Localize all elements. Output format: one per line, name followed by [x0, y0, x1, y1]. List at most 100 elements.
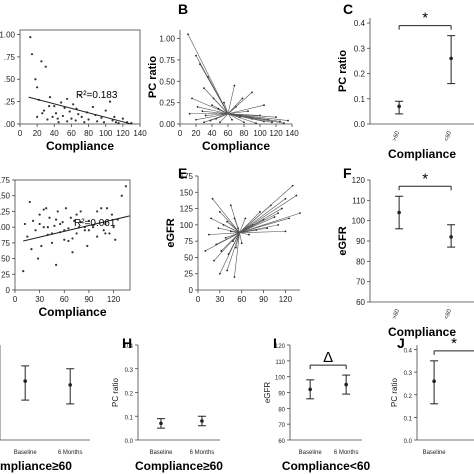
data-point	[287, 119, 289, 122]
change-line	[218, 108, 229, 115]
r-squared-annotation: R²=0.183	[76, 90, 118, 101]
data-point	[191, 97, 193, 100]
data-point	[210, 217, 213, 220]
data-point	[74, 119, 77, 122]
data-point	[87, 229, 91, 232]
x-category-label: >60	[392, 308, 401, 320]
x-tick-label: 60	[237, 295, 246, 304]
y-tick-label: 0.0	[354, 120, 366, 129]
data-point	[215, 243, 218, 246]
data-point	[219, 121, 221, 124]
y-tick-label: 60	[278, 439, 285, 445]
change-line	[223, 224, 240, 233]
x-category-label: 6 Months	[58, 450, 83, 456]
data-point	[61, 114, 64, 118]
panel-g: Baseline 6 Months Compliance≥60	[0, 345, 90, 473]
change-line	[203, 113, 229, 123]
data-point	[259, 210, 261, 213]
data-point	[212, 97, 215, 100]
x-axis-label: Compliance	[202, 139, 270, 153]
change-line	[219, 113, 229, 123]
data-point	[220, 250, 223, 252]
x-tick-label: 40	[208, 129, 217, 138]
y-tick-label: 110	[352, 196, 365, 205]
data-point	[196, 106, 199, 108]
data-point	[231, 118, 233, 121]
y-tick-label: 100	[180, 221, 194, 230]
panel-label-e: E	[178, 165, 187, 181]
data-point	[34, 78, 37, 81]
data-point	[36, 86, 39, 89]
data-point	[51, 115, 54, 118]
data-point	[100, 207, 103, 210]
data-point	[280, 207, 283, 210]
y-axis-label: eGFR	[165, 218, 177, 247]
data-point	[63, 238, 66, 241]
data-point	[70, 117, 73, 120]
data-point	[213, 259, 215, 262]
x-axis-label: Compliance≥60	[0, 459, 72, 473]
data-point	[66, 97, 69, 101]
data-point	[23, 222, 26, 226]
y-tick-label: 0.4	[404, 349, 413, 355]
x-tick-label: 100	[99, 129, 113, 138]
data-point	[40, 60, 43, 63]
data-point	[83, 229, 86, 232]
y-tick-label: 0.1	[354, 95, 366, 104]
data-point	[83, 121, 86, 124]
x-tick-label: 140	[285, 129, 299, 138]
data-point	[114, 238, 117, 241]
data-point	[226, 269, 229, 272]
change-line	[239, 185, 293, 233]
data-point	[73, 219, 76, 222]
x-tick-label: 140	[133, 129, 147, 138]
data-point	[224, 236, 227, 239]
change-line	[227, 113, 245, 123]
data-point	[218, 272, 221, 275]
data-point	[108, 232, 111, 235]
y-tick-label: .00	[4, 120, 16, 129]
y-tick-label: 125	[0, 207, 11, 216]
change-line	[239, 211, 261, 233]
data-point	[75, 232, 78, 235]
x-axis-label: Compliance≥60	[135, 459, 223, 473]
change-line	[223, 102, 229, 114]
data-point	[72, 103, 75, 106]
mean-marker	[397, 210, 401, 215]
y-tick-label: 0.3	[125, 368, 134, 374]
data-point	[79, 221, 82, 224]
data-point	[110, 213, 114, 216]
data-point	[67, 227, 70, 230]
data-point	[60, 101, 63, 104]
data-point	[233, 84, 236, 87]
data-point	[277, 212, 280, 215]
change-line	[227, 113, 277, 118]
panel-h: H 0.0 0.1 0.2 0.3 0.4 Baseline 6 Months Complian…	[111, 335, 223, 473]
change-line	[197, 106, 229, 115]
data-point	[240, 242, 243, 244]
data-point	[204, 114, 207, 117]
data-point	[56, 117, 59, 120]
x-tick-label: 90	[259, 295, 268, 304]
data-point	[273, 216, 276, 218]
x-tick-label: 0	[196, 295, 201, 304]
x-axis-label: Compliance<60	[282, 459, 371, 473]
panel-a: .00 .25 .50 .75 1.00 0 20 40 60 80 100 120 140 Compli…	[0, 29, 147, 153]
x-tick-label: 20	[192, 129, 201, 138]
data-point	[56, 210, 59, 213]
regression-line	[28, 96, 132, 125]
x-category-label: <60	[444, 130, 453, 142]
change-line	[227, 113, 233, 120]
x-tick-label: 120	[107, 295, 121, 304]
change-line	[219, 211, 240, 233]
y-tick-label: 80	[356, 257, 365, 266]
data-point	[233, 276, 236, 278]
data-point	[77, 113, 80, 116]
y-tick-label: 0.4	[354, 19, 366, 28]
x-category-label: Baseline	[149, 450, 173, 456]
y-tick-label: 0.50	[159, 77, 175, 86]
panel-label-i: I	[273, 335, 277, 351]
data-point	[201, 110, 204, 113]
data-point	[271, 121, 273, 124]
